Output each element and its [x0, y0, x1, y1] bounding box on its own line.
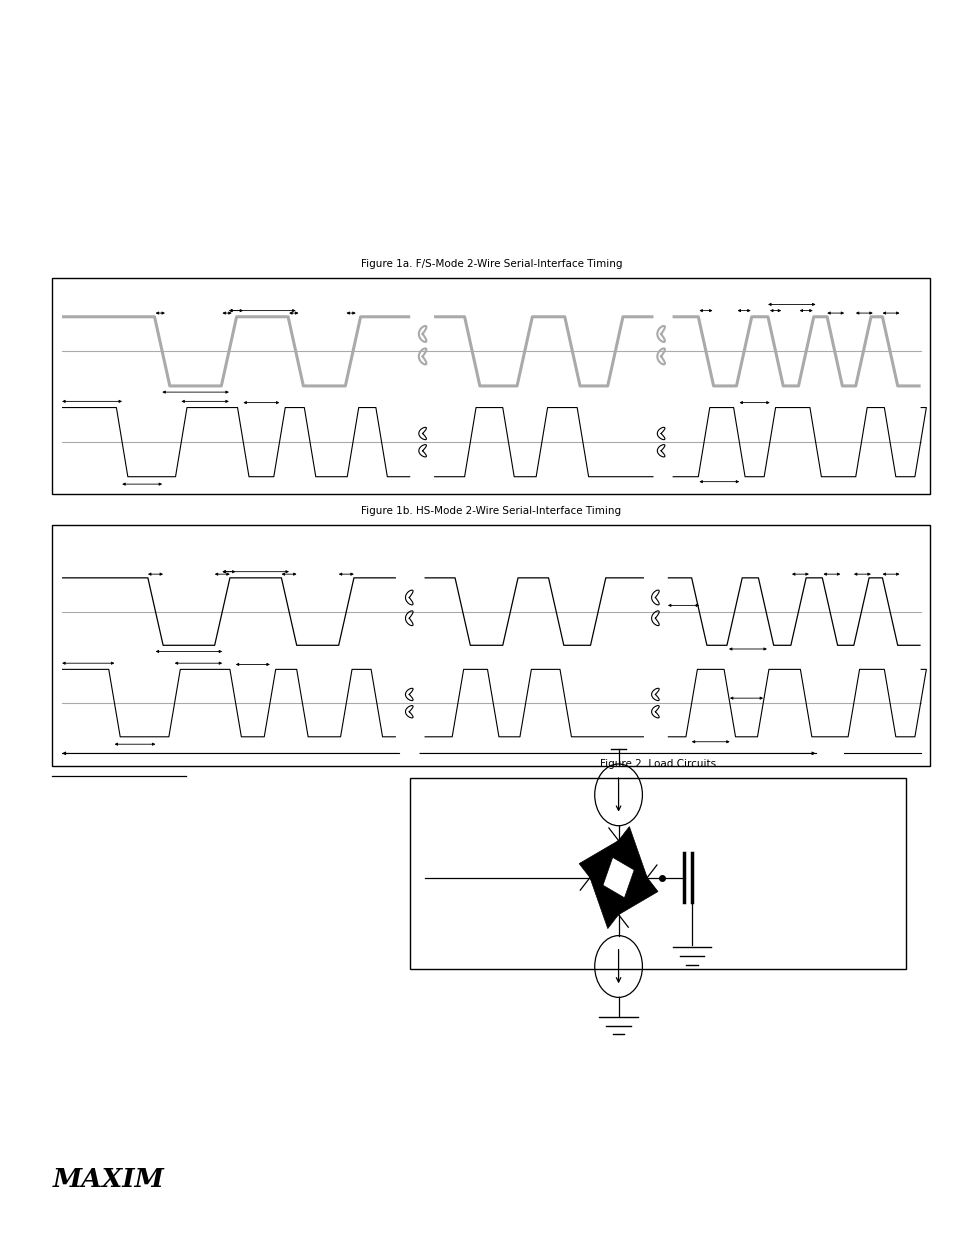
Text: MAXIM: MAXIM [52, 1167, 164, 1192]
Bar [52, 278, 929, 494]
Text: Figure 1a. F/S-Mode 2-Wire Serial-Interface Timing: Figure 1a. F/S-Mode 2-Wire Serial-Interf… [360, 259, 621, 269]
Text: Figure 1b. HS-Mode 2-Wire Serial-Interface Timing: Figure 1b. HS-Mode 2-Wire Serial-Interfa… [361, 506, 620, 516]
Text: Figure 2. Load Circuits: Figure 2. Load Circuits [599, 760, 716, 769]
Polygon shape [589, 878, 629, 929]
Polygon shape [607, 826, 646, 878]
Bar [410, 778, 905, 969]
Polygon shape [618, 863, 658, 915]
Polygon shape [578, 841, 618, 892]
Bar [52, 525, 929, 766]
